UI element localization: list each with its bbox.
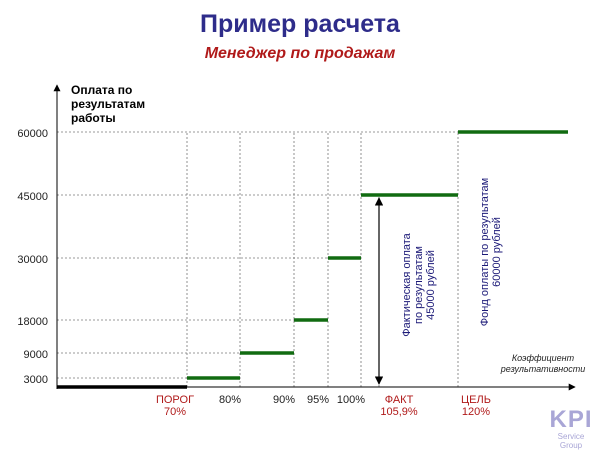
page-subtitle: Менеджер по продажам (204, 45, 396, 62)
actual-payment-annotation: Фактическая оплатапо результатам45000 ру… (401, 232, 437, 336)
x-tick-label: ФАКТ 105,9% (380, 394, 418, 418)
y-tick-label: 30000 (17, 254, 48, 266)
logo-text: KPI (549, 406, 593, 433)
y-tick-label: 9000 (24, 349, 48, 361)
x-tick-label: 90% (273, 394, 295, 406)
page-title: Пример расчета (200, 10, 400, 38)
y-tick-label: 45000 (17, 191, 48, 203)
y-axis-title: Оплата по результатам работы (71, 83, 145, 125)
y-tick-label: 18000 (17, 316, 48, 328)
payment-fund-annotation: Фонд оплаты по результатам60000 рублей (479, 178, 503, 326)
x-tick-label: 95% (307, 394, 329, 406)
y-tick-label: 3000 (24, 374, 48, 386)
x-tick-label: ПОРОГ 70% (156, 394, 194, 418)
y-tick-label: 60000 (17, 128, 48, 140)
x-axis-title: Коэффициент результативности (500, 353, 586, 374)
kpi-logo: KPI Service Group (546, 408, 596, 450)
logo-subtext: Service Group (557, 432, 585, 450)
x-tick-label: ЦЕЛЬ 120% (461, 394, 491, 418)
x-tick-label: 100% (337, 394, 365, 406)
x-tick-label: 80% (219, 394, 241, 406)
